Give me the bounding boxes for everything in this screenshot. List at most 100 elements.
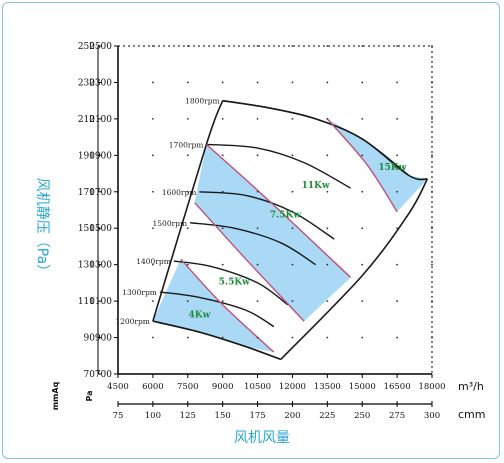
rpm-curve-4	[199, 191, 335, 240]
grid-dot	[291, 45, 294, 47]
grid-dot	[396, 190, 399, 193]
y-tick-label-pa: 900	[95, 334, 112, 344]
grid-dot	[326, 81, 329, 84]
x-tick-label-cmm: 75	[113, 411, 124, 421]
grid-dot	[151, 190, 154, 193]
power-line-2	[205, 143, 352, 278]
grid-dot	[326, 227, 329, 230]
y-axis-title: 风机静压（Pa）	[34, 178, 50, 278]
chart-frame	[2, 2, 500, 459]
grid-dot	[326, 263, 329, 266]
grid-dot	[396, 227, 399, 230]
rpm-label-3: 1500rpm	[153, 219, 188, 228]
y-tick-label-pa: 700	[95, 370, 112, 380]
grid-dot	[256, 117, 259, 120]
rpm-label-6: 1800rpm	[185, 97, 220, 106]
power-lines	[180, 118, 398, 353]
rpm-label-4: 1600rpm	[162, 188, 197, 197]
x-unit-m3h: m³/h	[458, 380, 484, 393]
grid-dot	[291, 190, 294, 193]
x-tick-label-m3h: 15000	[349, 382, 376, 392]
grid-dot	[326, 117, 329, 120]
rpm-curves	[152, 99, 429, 361]
y-tick-label-pa: 2300	[89, 78, 112, 88]
grid-dot	[396, 45, 399, 47]
y-tick-label-mmaq: 210	[78, 115, 95, 125]
y-tick-label-pa: 1500	[89, 224, 112, 234]
x-tick-label-cmm: 175	[249, 411, 265, 421]
grid-dot	[396, 81, 399, 84]
x-tick-label-m3h: 9000	[212, 382, 234, 392]
x-tick-label-m3h: 18000	[418, 382, 445, 392]
grid-dot	[291, 263, 294, 266]
y-unit-mmaq: mmAq	[51, 381, 60, 410]
grid-dot	[431, 263, 433, 266]
grid-dot	[396, 117, 399, 120]
x-tick-label-cmm: 275	[389, 411, 405, 421]
grid-dot	[221, 300, 224, 303]
x-tick-label-cmm: 100	[145, 411, 161, 421]
rpm-curve-0	[152, 320, 282, 361]
boundary-right	[280, 178, 429, 360]
grid-dot	[326, 154, 329, 157]
rpm-label-0: 1200rpm	[115, 317, 150, 326]
grid-dot	[256, 336, 259, 339]
grid-dot	[186, 81, 189, 84]
grid-dot	[256, 190, 259, 193]
grid-dot	[221, 117, 224, 120]
grid-dot	[186, 117, 189, 120]
grid-dot	[221, 190, 224, 193]
grid-dot	[361, 117, 364, 120]
y-tick-label-pa: 1100	[89, 297, 112, 307]
power-line-4	[326, 118, 398, 213]
band-label-4: 15Kw	[378, 163, 406, 173]
grid-dot	[396, 336, 399, 339]
x-tick-label-cmm: 225	[319, 411, 335, 421]
x-tick-label-m3h: 6000	[142, 382, 164, 392]
grid-dot	[256, 81, 259, 84]
grid-dot	[151, 81, 154, 84]
grid-dot	[186, 190, 189, 193]
x-tick-label-m3h: 16500	[384, 382, 411, 392]
grid-dot	[151, 227, 154, 230]
grid-dot	[396, 154, 399, 157]
power-band-4	[327, 118, 428, 212]
band-label-0: 4Kw	[188, 311, 210, 321]
power-band-0	[152, 259, 274, 353]
y-tick-label-mmaq: 150	[78, 224, 95, 234]
grid-dot	[186, 227, 189, 230]
grid-dot	[221, 154, 224, 157]
grid-dot	[186, 263, 189, 266]
grid-dot	[256, 300, 259, 303]
power-regions	[152, 118, 428, 353]
y-tick-label-pa: 1700	[89, 188, 112, 198]
power-line-1	[194, 202, 305, 322]
grid-dot	[291, 81, 294, 84]
rpm-label-2: 1400rpm	[136, 257, 171, 266]
axes: 7007090090110011013001301500150170017019…	[34, 42, 485, 446]
rpm-label-5: 1700rpm	[169, 140, 204, 149]
grid-dot	[396, 263, 399, 266]
grid-dot	[186, 154, 189, 157]
x-tick-label-m3h: 7500	[177, 382, 199, 392]
grid-dot	[256, 227, 259, 230]
grid-dot	[291, 300, 294, 303]
grid-dot	[221, 263, 224, 266]
y-tick-label-pa: 2500	[89, 42, 112, 52]
y-tick-label-mmaq: 250	[78, 42, 95, 52]
y-tick-label-mmaq: 110	[78, 297, 95, 307]
grid-dot	[361, 154, 364, 157]
grid-dot	[221, 81, 224, 84]
rpm-curve-5	[206, 143, 351, 189]
grid-dot	[326, 300, 329, 303]
grid-dot	[291, 117, 294, 120]
y-tick-label-pa: 1900	[89, 151, 112, 161]
band-label-3: 11Kw	[302, 181, 330, 191]
grid-dot	[431, 117, 433, 120]
grid-dot	[326, 336, 329, 339]
grid-dot	[221, 227, 224, 230]
grid-dot	[361, 300, 364, 303]
x-tick-label-cmm: 125	[180, 411, 196, 421]
grid-dot	[361, 336, 364, 339]
